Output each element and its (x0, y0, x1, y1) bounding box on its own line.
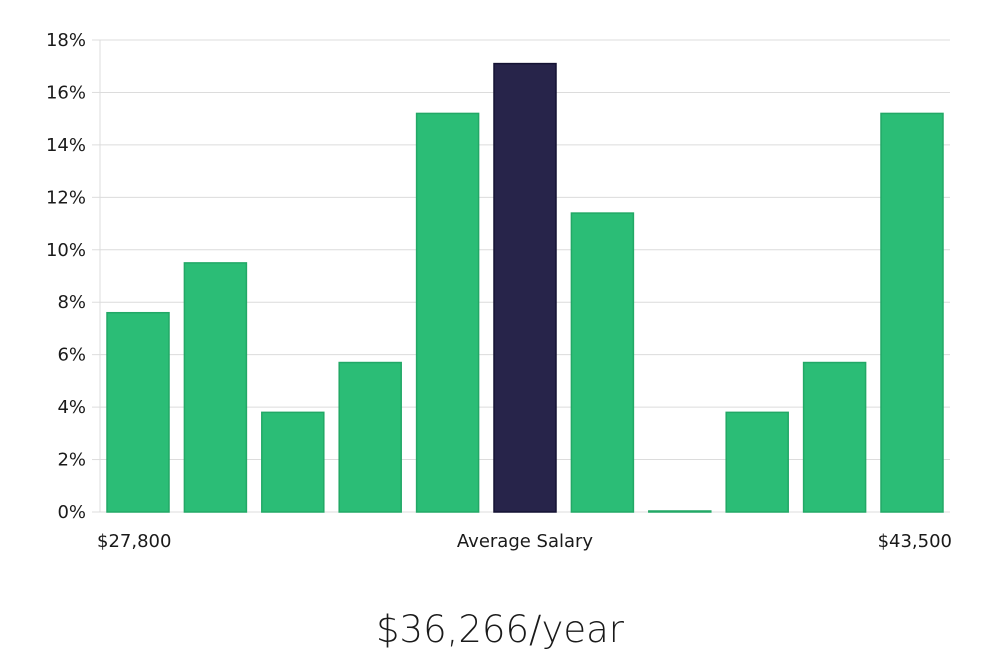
salary-distribution-chart: 0% 2% 4% 6% 8% 10% 12% 14% 16% 18% $27,800 Averag… (46, 30, 952, 552)
bar (183, 262, 248, 513)
bar (802, 361, 867, 513)
y-tick-label: 16% (46, 82, 86, 103)
bar (880, 112, 944, 513)
bar (570, 212, 635, 513)
y-tick-label: 12% (46, 187, 86, 208)
y-tick-label: 6% (57, 345, 86, 366)
y-tick-label: 2% (57, 450, 86, 471)
y-tick-label: 0% (57, 502, 86, 523)
y-axis-ticks: 0% 2% 4% 6% 8% 10% 12% 14% 16% 18% (46, 30, 100, 523)
bar (648, 510, 712, 513)
bar (261, 411, 325, 513)
x-axis-average-label: Average Salary (457, 531, 594, 552)
y-tick-label: 10% (46, 240, 86, 261)
bar-average-highlight (493, 62, 557, 513)
x-axis-max-label: $43,500 (878, 531, 952, 552)
average-salary-value: $36,266/year (375, 608, 624, 651)
y-tick-label: 18% (46, 30, 86, 51)
y-tick-label: 14% (46, 135, 86, 156)
bar (338, 361, 402, 513)
bars (106, 62, 944, 513)
bar (106, 311, 170, 513)
y-tick-label: 4% (57, 397, 86, 418)
bar (415, 112, 480, 513)
x-axis-min-label: $27,800 (97, 531, 171, 552)
y-tick-label: 8% (57, 292, 86, 313)
bar (725, 411, 789, 513)
